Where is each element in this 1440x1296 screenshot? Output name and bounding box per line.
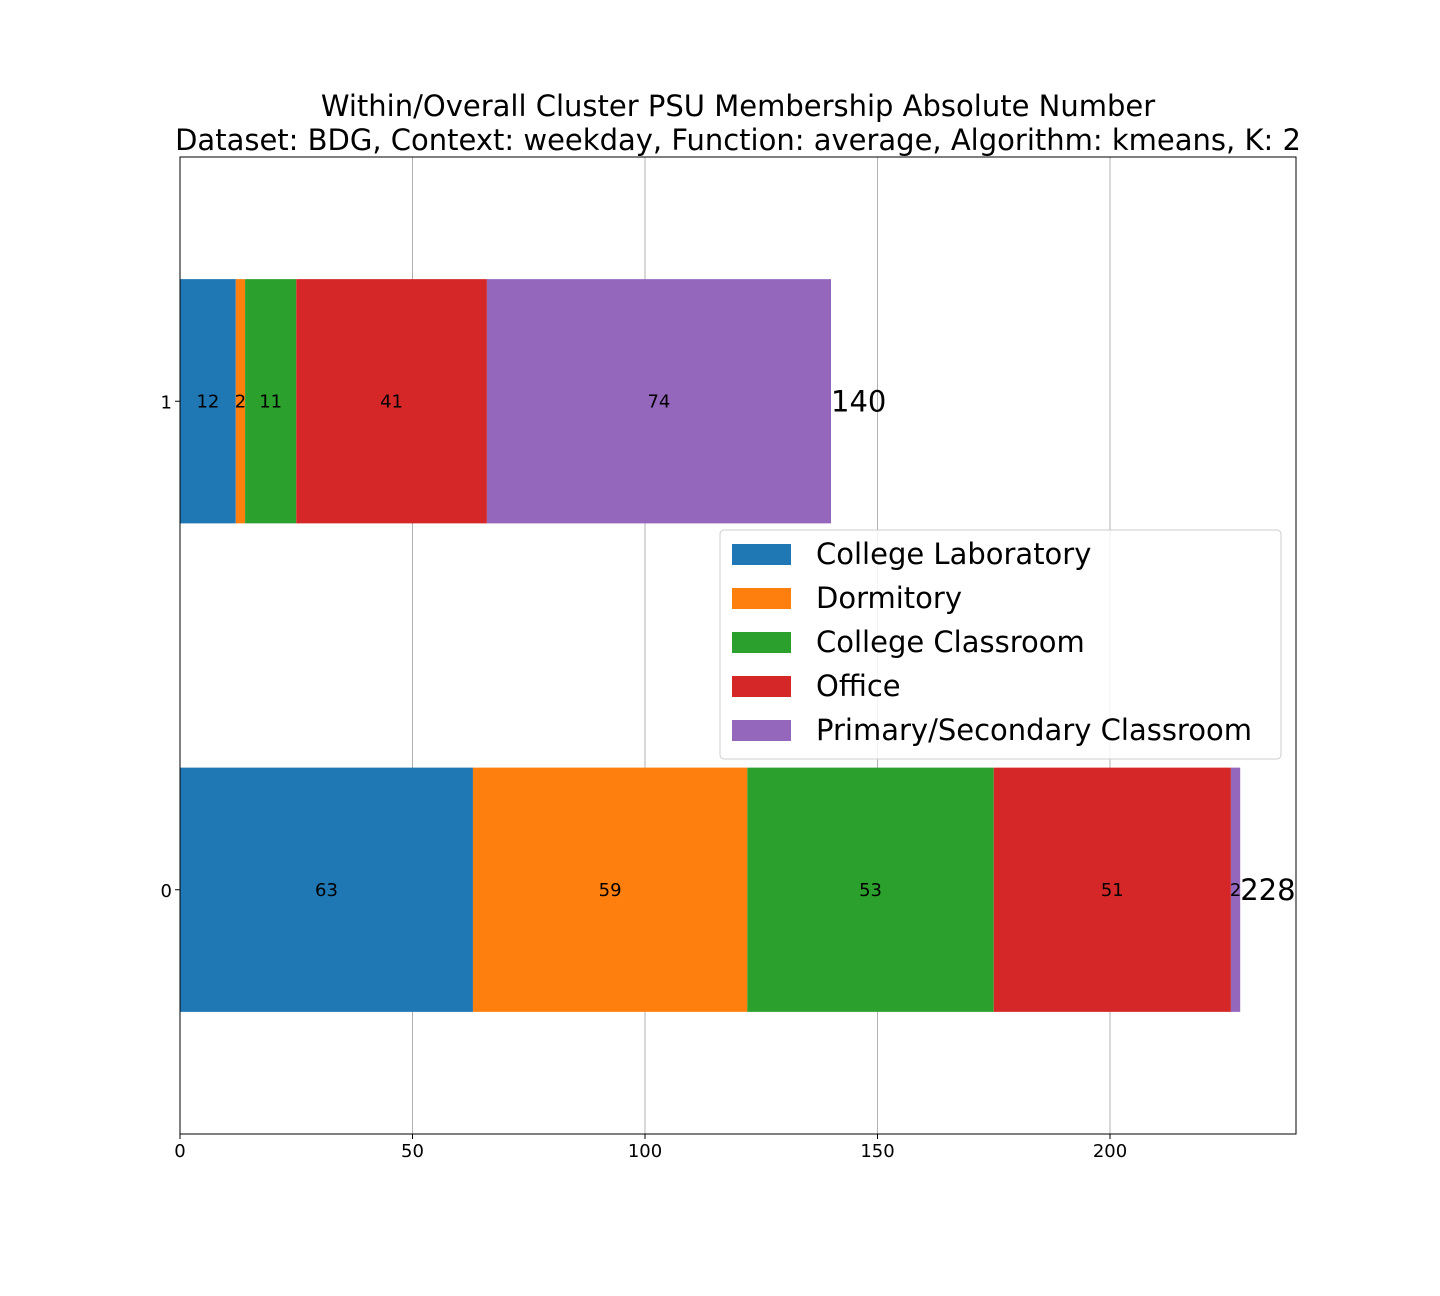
- segment-value-label: 11: [259, 391, 282, 412]
- x-axis: 0 50 100 150 200: [174, 1134, 1127, 1162]
- chart-title-line-1: Within/Overall Cluster PSU Membership Ab…: [321, 89, 1155, 123]
- legend-label: Primary/Secondary Classroom: [816, 713, 1252, 747]
- segment-value-label: 53: [859, 880, 882, 901]
- legend-label: Office: [816, 669, 901, 703]
- bar-segment: [486, 279, 831, 524]
- segment-labels: 63 59 53 51 2 12 2 11 41 74: [196, 391, 1241, 901]
- y-axis: 01: [161, 392, 180, 902]
- plot-frame: [179, 156, 1297, 1135]
- y-tick-label: 1: [161, 392, 172, 413]
- bar-total-label: 140: [831, 384, 886, 418]
- bar-segment: [472, 767, 748, 1012]
- legend-swatch: [732, 720, 791, 741]
- segment-value-label: 2: [1230, 880, 1241, 901]
- legend-label: Dormitory: [816, 581, 962, 615]
- legend-swatch: [732, 544, 791, 565]
- segment-value-label: 59: [599, 880, 622, 901]
- segment-value-label: 74: [647, 391, 670, 412]
- segment-value-label: 12: [196, 391, 219, 412]
- bar-segment: [245, 279, 297, 524]
- bar-segment: [180, 767, 473, 1012]
- legend-label: College Classroom: [816, 625, 1085, 659]
- y-tick-label: 0: [161, 881, 172, 902]
- bar-segment: [1230, 767, 1241, 1012]
- bar-segment: [235, 279, 246, 524]
- legend: College Laboratory Dormitory College Class…: [719, 529, 1282, 760]
- bars: [180, 279, 1241, 1012]
- x-tick-label: 200: [1093, 1141, 1127, 1162]
- bar-segment: [747, 767, 994, 1012]
- legend-swatch: [732, 632, 791, 653]
- x-tick-label: 150: [860, 1141, 894, 1162]
- bar-segment: [296, 279, 487, 524]
- total-labels: 228 140: [831, 384, 1296, 907]
- bar-segment: [180, 279, 236, 524]
- bar-segment: [993, 767, 1231, 1012]
- chart-title: Within/Overall Cluster PSU Membership Ab…: [175, 89, 1301, 157]
- x-tick-label: 100: [628, 1141, 662, 1162]
- x-tick-label: 0: [174, 1141, 185, 1162]
- segment-value-label: 41: [380, 391, 403, 412]
- chart-title-line-2: Dataset: BDG, Context: weekday, Function…: [175, 123, 1301, 157]
- x-tick-label: 50: [401, 1141, 424, 1162]
- legend-box: [719, 529, 1282, 760]
- legend-swatch: [732, 676, 791, 697]
- legend-label: College Laboratory: [816, 537, 1091, 571]
- legend-swatch: [732, 588, 791, 609]
- segment-value-label: 2: [235, 391, 246, 412]
- segment-value-label: 63: [315, 880, 338, 901]
- bar-total-label: 228: [1240, 873, 1295, 907]
- segment-value-label: 51: [1101, 880, 1124, 901]
